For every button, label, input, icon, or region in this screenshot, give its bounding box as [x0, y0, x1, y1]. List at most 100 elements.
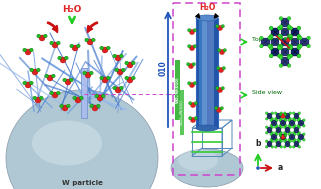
Circle shape	[280, 140, 283, 143]
Circle shape	[269, 36, 273, 40]
Circle shape	[284, 133, 287, 136]
Polygon shape	[285, 127, 291, 133]
Circle shape	[214, 106, 218, 110]
Circle shape	[269, 34, 273, 38]
Polygon shape	[280, 134, 286, 140]
Circle shape	[222, 67, 225, 70]
Polygon shape	[294, 127, 299, 133]
Circle shape	[215, 87, 219, 90]
Bar	[211, 18, 214, 128]
Circle shape	[75, 97, 81, 103]
Polygon shape	[294, 113, 299, 119]
Circle shape	[101, 94, 105, 98]
Circle shape	[289, 36, 292, 40]
Polygon shape	[285, 141, 291, 147]
Circle shape	[303, 125, 305, 127]
Circle shape	[271, 118, 274, 120]
Circle shape	[307, 36, 310, 40]
Circle shape	[279, 36, 283, 40]
Circle shape	[280, 118, 283, 120]
Circle shape	[25, 82, 31, 88]
Circle shape	[303, 133, 305, 136]
Circle shape	[297, 26, 301, 30]
Circle shape	[293, 133, 296, 136]
Circle shape	[277, 34, 281, 38]
Circle shape	[289, 34, 292, 38]
Circle shape	[35, 97, 41, 103]
Circle shape	[298, 140, 301, 143]
Polygon shape	[261, 38, 270, 46]
Circle shape	[85, 72, 91, 78]
Polygon shape	[281, 28, 289, 36]
Polygon shape	[281, 48, 289, 56]
Circle shape	[292, 126, 295, 129]
Circle shape	[289, 118, 292, 120]
Bar	[175, 60, 180, 120]
Polygon shape	[281, 57, 289, 66]
Circle shape	[289, 46, 292, 50]
Circle shape	[275, 119, 278, 122]
Polygon shape	[291, 28, 299, 36]
Circle shape	[292, 146, 295, 148]
Circle shape	[113, 86, 117, 90]
Circle shape	[58, 56, 62, 60]
Circle shape	[87, 39, 93, 45]
Circle shape	[189, 29, 195, 35]
Circle shape	[221, 25, 224, 28]
Circle shape	[279, 25, 283, 28]
Ellipse shape	[32, 121, 102, 166]
Circle shape	[52, 42, 58, 48]
Circle shape	[277, 26, 281, 30]
Circle shape	[269, 44, 273, 48]
Circle shape	[279, 134, 282, 137]
Circle shape	[274, 118, 277, 120]
Circle shape	[60, 57, 66, 63]
Circle shape	[281, 135, 285, 139]
Circle shape	[25, 49, 31, 55]
Circle shape	[269, 46, 273, 50]
Circle shape	[269, 34, 273, 38]
Circle shape	[270, 125, 273, 127]
Circle shape	[50, 91, 54, 95]
Circle shape	[297, 34, 301, 38]
Text: 010: 010	[159, 60, 168, 76]
Circle shape	[274, 112, 277, 115]
Polygon shape	[271, 48, 279, 56]
Circle shape	[271, 146, 274, 148]
Circle shape	[293, 125, 296, 127]
Circle shape	[297, 46, 301, 50]
Bar	[202, 18, 207, 128]
Circle shape	[69, 78, 73, 82]
Circle shape	[37, 34, 40, 38]
Circle shape	[127, 62, 133, 68]
Bar	[207, 18, 211, 128]
Circle shape	[265, 126, 268, 129]
Circle shape	[192, 63, 195, 66]
Circle shape	[279, 46, 283, 50]
Circle shape	[277, 54, 281, 58]
Circle shape	[56, 91, 60, 95]
Circle shape	[221, 87, 224, 90]
Circle shape	[43, 34, 47, 38]
Circle shape	[274, 140, 277, 143]
Circle shape	[297, 46, 301, 50]
Circle shape	[265, 118, 268, 120]
Circle shape	[279, 119, 282, 122]
Circle shape	[297, 125, 299, 127]
Circle shape	[287, 36, 291, 40]
Circle shape	[102, 77, 108, 83]
Circle shape	[189, 82, 195, 88]
Circle shape	[219, 49, 225, 55]
Circle shape	[52, 92, 58, 98]
Circle shape	[73, 96, 77, 100]
Circle shape	[279, 54, 283, 58]
Circle shape	[274, 132, 277, 134]
Circle shape	[280, 112, 283, 115]
Circle shape	[60, 104, 64, 108]
Circle shape	[36, 68, 40, 72]
Circle shape	[194, 116, 197, 120]
Circle shape	[269, 54, 273, 58]
Circle shape	[283, 126, 286, 129]
Polygon shape	[267, 113, 272, 119]
Polygon shape	[280, 120, 286, 126]
